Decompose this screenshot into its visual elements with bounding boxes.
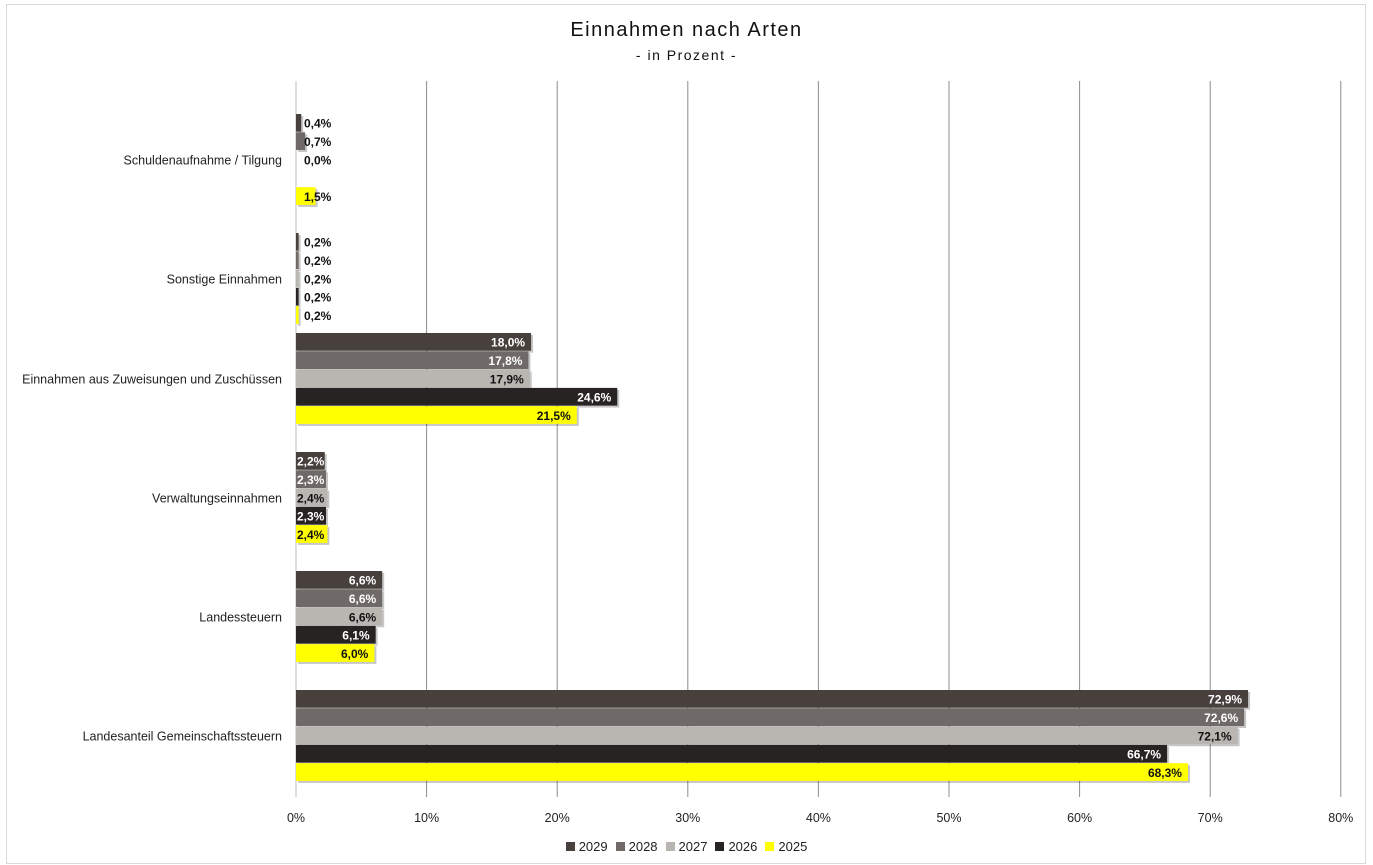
chart-legend: 2029 2028 2027 2026 2025 xyxy=(0,839,1373,854)
data-label: 24,6% xyxy=(577,391,611,405)
legend-item: 2025 xyxy=(765,839,807,854)
bar xyxy=(296,470,327,488)
bar xyxy=(296,726,1238,745)
bar-shadow xyxy=(298,308,301,326)
bar xyxy=(296,625,376,644)
chart-subtitle: - in Prozent - xyxy=(635,47,738,63)
bar xyxy=(296,589,383,607)
bar xyxy=(296,387,618,406)
legend-swatch xyxy=(765,842,775,851)
data-label: 0,2% xyxy=(304,272,332,286)
data-label: 72,9% xyxy=(1208,693,1242,707)
legend-label: 2028 xyxy=(628,839,658,854)
bar xyxy=(296,452,325,470)
bar xyxy=(296,525,328,543)
data-label: 6,1% xyxy=(342,629,370,643)
x-tick-label: 60% xyxy=(1067,811,1092,825)
data-label: 72,1% xyxy=(1198,729,1232,743)
data-label: 1,5% xyxy=(304,190,332,204)
bar xyxy=(296,506,327,525)
x-tick-label: 70% xyxy=(1198,811,1223,825)
x-tick-label: 30% xyxy=(675,811,700,825)
bar xyxy=(296,744,1168,763)
bar xyxy=(296,488,328,507)
bar xyxy=(296,406,577,424)
x-tick-label: 40% xyxy=(806,811,831,825)
x-tick-label: 50% xyxy=(936,811,961,825)
bar xyxy=(296,287,299,306)
bar xyxy=(296,269,299,288)
legend-item: 2026 xyxy=(715,839,757,854)
data-label: 21,5% xyxy=(537,409,571,423)
bar xyxy=(296,763,1188,781)
category-label: Sonstige Einnahmen xyxy=(167,272,282,286)
data-label: 6,6% xyxy=(349,574,377,588)
category-label: Landesanteil Gemeinschaftssteuern xyxy=(83,729,282,743)
bar xyxy=(296,132,306,150)
x-tick-label: 0% xyxy=(287,811,305,825)
x-tick-label: 20% xyxy=(545,811,570,825)
bar xyxy=(296,708,1245,726)
bar xyxy=(296,187,316,205)
legend-label: 2027 xyxy=(678,839,708,854)
chart-title: Einnahmen nach Arten xyxy=(570,19,803,41)
data-label: 2,3% xyxy=(297,473,325,487)
data-label: 0,2% xyxy=(304,309,332,323)
data-label: 0,4% xyxy=(304,117,332,131)
data-label: 68,3% xyxy=(1148,766,1182,780)
bar xyxy=(296,351,529,369)
data-label: 6,0% xyxy=(341,647,369,661)
bar xyxy=(296,607,383,626)
bar xyxy=(296,306,299,324)
legend-swatch xyxy=(565,842,575,851)
legend-item: 2028 xyxy=(615,839,658,854)
data-label: 2,4% xyxy=(297,491,325,505)
legend-item: 2029 xyxy=(565,839,608,854)
bar-shadow xyxy=(298,235,301,253)
bar-shadow xyxy=(298,253,301,271)
category-label: Landessteuern xyxy=(199,610,282,624)
category-label: Einnahmen aus Zuweisungen und Zuschüssen xyxy=(22,372,282,386)
bar xyxy=(296,690,1249,708)
category-label: Schuldenaufnahme / Tilgung xyxy=(124,153,282,167)
x-tick-label: 80% xyxy=(1328,811,1353,825)
bar xyxy=(296,333,532,351)
legend-label: 2026 xyxy=(728,839,758,854)
bar xyxy=(296,233,299,251)
bar xyxy=(296,644,375,662)
data-label: 6,6% xyxy=(349,592,377,606)
x-tick-label: 10% xyxy=(414,811,439,825)
data-label: 72,6% xyxy=(1204,711,1238,725)
legend-label: 2029 xyxy=(578,839,608,854)
bar xyxy=(296,114,302,132)
bar xyxy=(296,369,530,388)
bar xyxy=(296,571,383,589)
data-label: 6,6% xyxy=(349,610,377,624)
legend-swatch xyxy=(615,842,625,851)
bar-shadow xyxy=(298,289,301,308)
legend-item: 2027 xyxy=(665,839,708,854)
data-label: 0,2% xyxy=(304,254,332,268)
legend-swatch xyxy=(715,842,725,851)
legend-swatch xyxy=(665,842,675,851)
data-label: 17,9% xyxy=(490,372,524,386)
bar-shadow xyxy=(298,271,301,290)
legend-label: 2025 xyxy=(778,839,808,854)
data-label: 0,2% xyxy=(304,236,332,250)
data-label: 0,7% xyxy=(304,135,332,149)
data-label: 0,2% xyxy=(304,291,332,305)
data-label: 0,0% xyxy=(304,153,332,167)
data-label: 2,3% xyxy=(297,510,325,524)
data-label: 66,7% xyxy=(1127,748,1161,762)
data-label: 18,0% xyxy=(491,336,525,350)
data-label: 2,2% xyxy=(297,455,325,469)
bar xyxy=(296,251,299,269)
data-label: 17,8% xyxy=(488,354,522,368)
category-label: Verwaltungseinnahmen xyxy=(152,491,282,505)
data-label: 2,4% xyxy=(297,528,325,542)
